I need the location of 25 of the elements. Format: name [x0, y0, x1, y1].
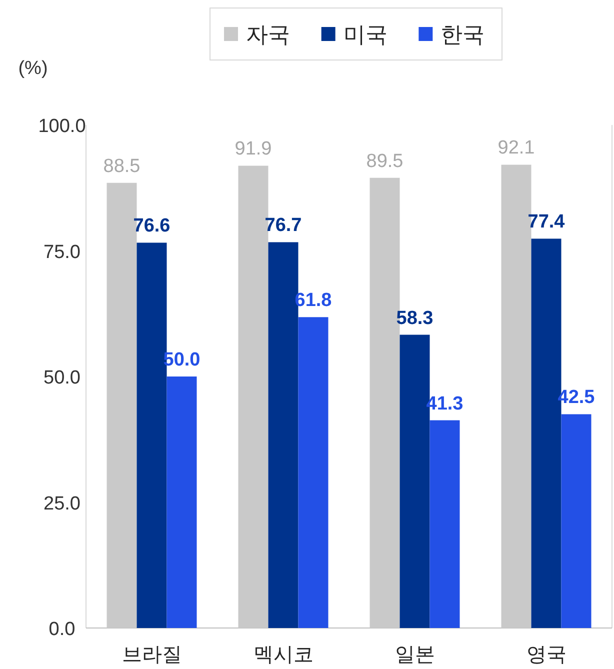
bar [430, 420, 460, 628]
data-label: 77.4 [528, 212, 566, 233]
data-label: 76.6 [133, 216, 170, 237]
data-label: 91.9 [234, 138, 272, 160]
x-tick-label: 멕시코 [253, 644, 314, 666]
data-label: 88.5 [103, 156, 140, 177]
bar [561, 414, 592, 628]
y-tick-label: 25.0 [44, 493, 80, 514]
data-label: 58.3 [396, 308, 434, 329]
x-tick-label: 일본 [394, 644, 435, 666]
data-label: 89.5 [366, 150, 404, 172]
x-tick-label: 영국 [526, 644, 566, 666]
y-tick-label: 0.0 [48, 619, 76, 640]
data-label: 76.7 [264, 215, 302, 236]
legend-label: 자국 [246, 22, 290, 47]
legend-label: 한국 [440, 22, 485, 47]
x-tick-label: 브라질 [122, 644, 182, 666]
bar [298, 317, 328, 628]
y-tick-label: 50.0 [44, 368, 80, 388]
y-axis-title: (%) [18, 58, 48, 79]
y-tick-label: 75.0 [44, 242, 80, 263]
data-label: 92.1 [498, 138, 535, 159]
bar [166, 376, 197, 628]
legend-label: 미국 [343, 22, 388, 47]
y-tick-label: 100.0 [38, 116, 86, 137]
